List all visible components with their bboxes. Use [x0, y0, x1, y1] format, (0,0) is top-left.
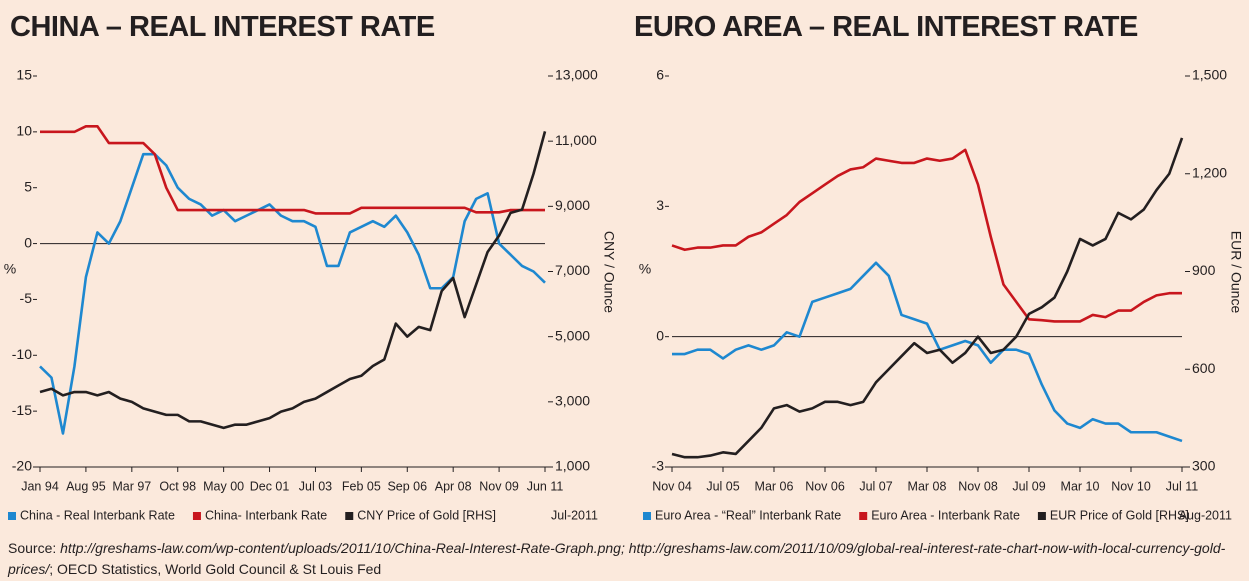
series-line [40, 124, 545, 215]
x-tick-label: Jul 03 [299, 479, 332, 493]
series-line [39, 152, 546, 435]
legend-label: EUR Price of Gold [RHS] [1050, 508, 1189, 522]
y-tick-label: 0 [24, 234, 32, 250]
y-tick-label: -15 [12, 402, 32, 418]
y2-tick-label: 1,000 [555, 458, 590, 474]
y2-tick-label: 5,000 [555, 327, 590, 343]
chart-title: CHINA – REAL INTEREST RATE [10, 11, 435, 43]
y2-tick-label: 900 [1192, 262, 1216, 278]
series-line [39, 131, 547, 430]
x-tick-label: Jul 09 [1012, 479, 1045, 493]
x-tick-label: Oct 98 [159, 479, 196, 493]
legend-label: Euro Area - Interbank Rate [871, 508, 1020, 522]
x-tick-label: Jun 11 [527, 479, 564, 493]
y2-axis-label: EUR / Ounce [1228, 231, 1244, 314]
y-tick-label: -5 [20, 290, 33, 306]
x-tick-label: Jan 94 [21, 479, 59, 493]
x-tick-label: Jul 05 [706, 479, 739, 493]
x-tick-label: Apr 08 [435, 479, 472, 493]
series-line [671, 148, 1182, 323]
date-note: Jul-2011 [551, 508, 598, 522]
charts: CHINA – REAL INTEREST RATE -20 -15 -10 -5 0 5 1… [4, 11, 1245, 522]
source-rest: ; OECD Statistics, World Gold Council & … [49, 561, 382, 577]
x-tick-label: Jul 11 [1166, 479, 1198, 493]
chart-title: EURO AREA – REAL INTEREST RATE [634, 11, 1138, 43]
source-links: http://greshams-law.com/wp-content/uploa… [8, 540, 1226, 577]
y2-tick-label: 11,000 [555, 132, 597, 148]
y2-tick-label: 7,000 [555, 262, 590, 278]
y-tick-label: 6 [656, 67, 664, 83]
y2-tick-label: 9,000 [555, 197, 590, 213]
x-tick-label: May 00 [203, 479, 244, 493]
series-line [672, 261, 1183, 443]
legend-swatch [643, 512, 651, 520]
y-axis-label: % [639, 261, 651, 277]
x-tick-label: Nov 10 [1111, 479, 1151, 493]
x-tick-label: Mar 06 [755, 479, 794, 493]
x-tick-label: Sep 06 [387, 479, 427, 493]
x-tick-label: Mar 08 [908, 479, 947, 493]
legend-swatch [1037, 512, 1046, 520]
legend-swatch [192, 512, 201, 520]
y-tick-label: 10 [16, 123, 32, 139]
x-tick-label: Dec 01 [250, 479, 290, 493]
y2-tick-label: 3,000 [555, 393, 590, 409]
source-label: Source: [8, 540, 57, 556]
series-line [671, 137, 1184, 459]
y-tick-label: 0 [656, 327, 664, 343]
y-axis-label: % [4, 261, 16, 277]
y2-tick-label: 600 [1192, 360, 1216, 376]
x-tick-label: Jul 07 [859, 479, 892, 493]
y-tick-label: 5 [24, 178, 32, 194]
x-tick-label: Aug 95 [66, 479, 106, 493]
x-tick-label: Feb 05 [342, 479, 381, 493]
x-tick-label: Nov 08 [958, 479, 998, 493]
y-tick-label: 15 [16, 67, 32, 83]
x-tick-label: Nov 04 [652, 479, 692, 493]
y2-tick-label: 1,200 [1192, 164, 1227, 180]
y2-tick-label: 300 [1192, 458, 1216, 474]
source-note: Source: http://greshams-law.com/wp-conte… [8, 538, 1238, 580]
y2-axis-label: CNY / Ounce [601, 231, 617, 313]
legend-swatch [8, 512, 16, 520]
y-tick-label: -10 [12, 346, 32, 362]
y-tick-label: -3 [652, 458, 665, 474]
legend-label: China - Real Interbank Rate [20, 508, 175, 522]
y2-tick-label: 13,000 [555, 67, 598, 83]
x-tick-label: Mar 97 [112, 479, 151, 493]
y-tick-label: 3 [656, 197, 664, 213]
legend-label: Euro Area - “Real” Interbank Rate [655, 508, 841, 522]
date-note: Aug-2011 [1179, 508, 1232, 522]
legend-label: CNY Price of Gold [RHS] [357, 508, 496, 522]
y-tick-label: -20 [12, 458, 32, 474]
y2-tick-label: 1,500 [1192, 67, 1227, 83]
x-tick-label: Nov 06 [805, 479, 845, 493]
legend-swatch [859, 512, 868, 520]
legend-swatch [345, 512, 354, 520]
x-tick-label: Nov 09 [479, 479, 519, 493]
x-tick-label: Mar 10 [1061, 479, 1100, 493]
legend-label: China- Interbank Rate [205, 508, 327, 522]
